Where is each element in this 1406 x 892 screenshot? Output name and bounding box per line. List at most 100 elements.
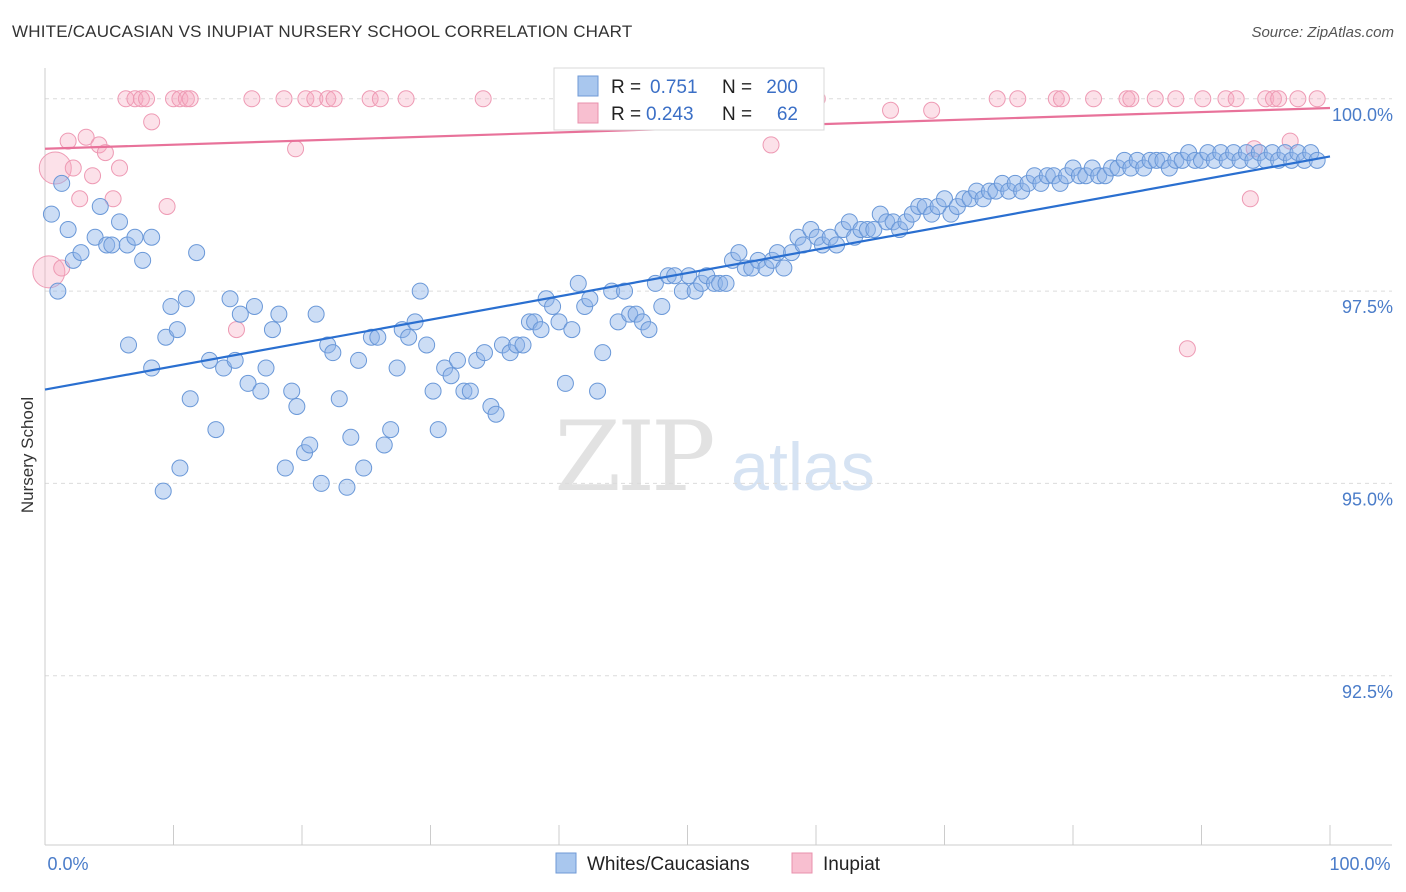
whites-caucasians-point	[581, 290, 599, 308]
inupiat-point	[988, 90, 1006, 108]
whites-caucasians-point	[730, 244, 748, 262]
whites-r-label: R =	[611, 77, 641, 98]
whites-caucasians-point	[103, 236, 121, 254]
inupiat-point	[84, 167, 102, 185]
whites-caucasians-point	[514, 336, 532, 354]
whites-caucasians-point	[400, 328, 418, 346]
whites-caucasians-point	[188, 244, 206, 262]
inupiat-point	[96, 144, 114, 162]
whites-caucasians-point	[865, 221, 883, 239]
inupiat-point	[143, 113, 161, 131]
whites-caucasians-point	[1103, 159, 1121, 177]
whites-caucasians-point	[53, 174, 71, 192]
whites-caucasians-point	[307, 305, 325, 323]
inupiat-point	[171, 90, 189, 108]
whites-caucasians-point	[569, 274, 587, 292]
inupiat-point	[1308, 90, 1326, 108]
legend-whites-swatch	[555, 852, 577, 874]
whites-caucasians-point	[858, 221, 876, 239]
whites-caucasians-point	[143, 359, 161, 377]
inupiat-point	[1047, 90, 1065, 108]
zipatlas-watermark: ZIP atlas	[554, 401, 874, 513]
trend-lines	[44, 106, 1331, 391]
whites-caucasians-point	[616, 282, 634, 300]
whites-caucasians-point	[550, 313, 568, 331]
inupiat-point	[397, 90, 415, 108]
whites-caucasians-point	[171, 459, 189, 477]
inupiat-point	[1264, 90, 1282, 108]
whites-caucasians-point	[162, 297, 180, 315]
whites-caucasians-point	[91, 197, 109, 215]
inupiat-point	[1241, 190, 1259, 208]
inupiat-point	[1217, 90, 1235, 108]
whites-caucasians-point	[455, 382, 473, 400]
whites-caucasians-point	[382, 421, 400, 439]
inupiat-series	[32, 90, 1326, 358]
whites-caucasians-point	[1141, 151, 1159, 169]
whites-caucasians-point	[177, 290, 195, 308]
inupiat-point	[117, 90, 135, 108]
whites-caucasians-point	[312, 474, 330, 492]
whites-caucasians-point	[245, 297, 263, 315]
inupiat-point	[138, 90, 156, 108]
whites-caucasians-point	[487, 405, 505, 423]
whites-caucasians-point	[369, 328, 387, 346]
inupiat-point	[1146, 90, 1164, 108]
y-tick-label: 95.0%	[1342, 489, 1393, 509]
inupiat-point	[923, 101, 941, 119]
whites-swatch	[577, 75, 599, 97]
watermark-atlas-text: atlas	[731, 429, 875, 505]
whites-caucasians-point	[910, 197, 928, 215]
whites-caucasians-point	[257, 359, 275, 377]
whites-caucasians-point	[1186, 151, 1204, 169]
whites-caucasians-point	[461, 382, 479, 400]
inupiat-n-value: 62	[777, 104, 798, 125]
x-tick-label: 100.0%	[1329, 854, 1390, 874]
whites-caucasians-point	[1038, 167, 1056, 185]
whites-caucasians-point	[276, 459, 294, 477]
whites-caucasians-point	[589, 382, 607, 400]
legend-whites-label: Whites/Caucasians	[587, 854, 750, 875]
inupiat-n-label: N =	[722, 104, 752, 125]
whites-caucasians-point	[388, 359, 406, 377]
whites-caucasians-point	[207, 421, 225, 439]
whites-caucasians-point	[1148, 151, 1166, 169]
whites-caucasians-point	[221, 290, 239, 308]
inupiat-point	[1289, 90, 1307, 108]
inupiat-point	[371, 90, 389, 108]
inupiat-point	[361, 90, 379, 108]
whites-caucasians-point	[980, 182, 998, 200]
whites-caucasians-point	[355, 459, 373, 477]
whites-caucasians-point	[424, 382, 442, 400]
inupiat-point	[319, 90, 337, 108]
whites-n-value: 200	[766, 77, 798, 98]
inupiat-point	[71, 190, 89, 208]
whites-caucasians-point	[878, 213, 896, 231]
whites-caucasians-point	[342, 428, 360, 446]
inupiat-point	[165, 90, 182, 108]
whites-caucasians-point	[338, 478, 356, 496]
whites-caucasians-point	[324, 344, 342, 362]
whites-caucasians-point	[72, 244, 90, 262]
whites-caucasians-point	[1090, 167, 1108, 185]
inupiat-point	[104, 190, 122, 208]
whites-caucasians-point	[852, 221, 870, 239]
whites-caucasians-point	[330, 390, 348, 408]
inupiat-point	[32, 255, 66, 289]
whites-caucasians-point	[621, 305, 639, 323]
inupiat-point	[882, 101, 900, 119]
inupiat-point	[1085, 90, 1103, 108]
whites-caucasians-point	[239, 374, 257, 392]
inupiat-point	[297, 90, 315, 108]
inupiat-point	[1122, 90, 1140, 108]
inupiat-point	[474, 90, 492, 108]
x-tick-labels: 0.0% 100.0%	[47, 854, 1390, 874]
inupiat-point	[177, 90, 195, 108]
inupiat-point	[1194, 90, 1212, 108]
stats-legend-box	[553, 67, 825, 131]
whites-caucasians-point	[126, 228, 144, 246]
whites-caucasians-point	[301, 436, 319, 454]
whites-caucasians-point	[168, 321, 186, 339]
whites-caucasians-point	[288, 397, 306, 415]
y-axis-title: Nursery School	[18, 397, 37, 513]
